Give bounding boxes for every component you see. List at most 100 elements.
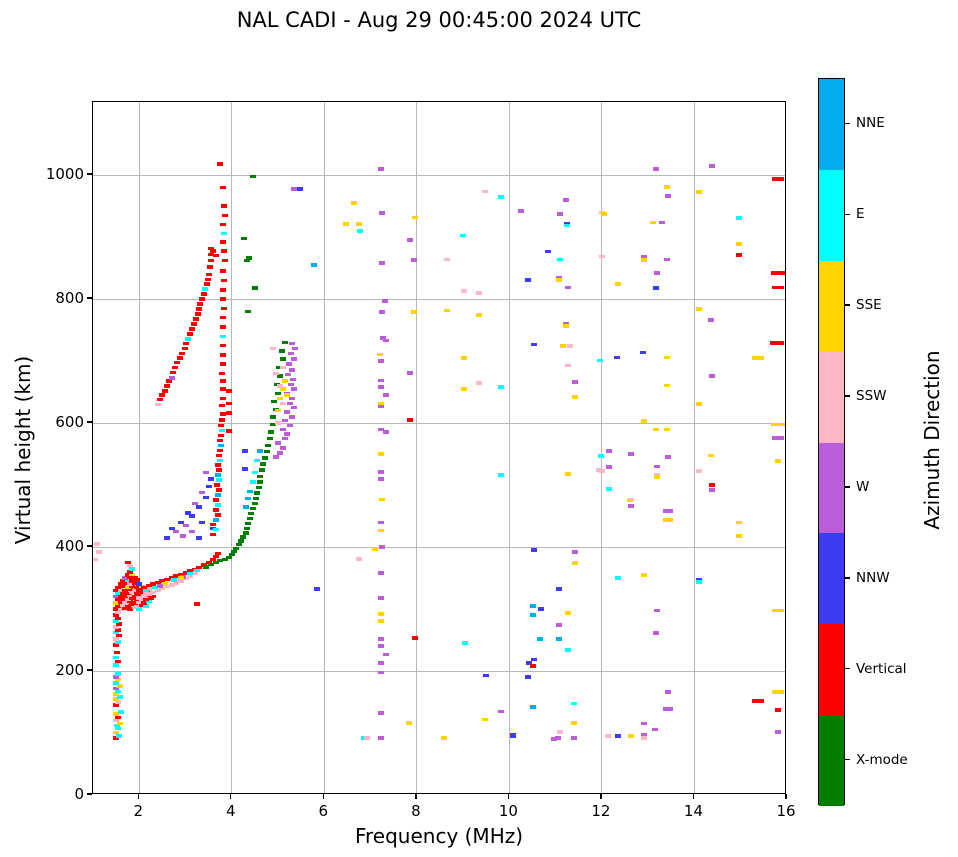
data-point [530,342,537,347]
data-point [226,401,233,405]
gridline-y [93,546,785,548]
colorbar-segment-nnw [819,533,844,625]
data-point [696,307,703,311]
data-point [113,607,120,611]
data-point [565,472,572,476]
data-point [113,625,120,629]
data-point [113,675,120,679]
data-point [663,257,670,262]
data-point [113,730,120,735]
data-point [378,427,385,432]
data-point [157,397,164,402]
data-point [214,551,221,555]
colorbar-tick [845,486,850,488]
data-point [652,727,659,732]
data-point [774,730,781,734]
data-point [640,258,647,262]
data-point [378,385,385,389]
data-point [122,576,129,580]
data-point [564,223,571,228]
data-point [653,464,660,469]
x-tick-label: 12 [591,802,611,820]
data-point [127,599,133,604]
data-point [379,261,386,265]
x-tick-label: 16 [776,802,796,820]
data-point [113,613,120,617]
data-point [197,302,204,306]
data-point [381,299,388,303]
data-point [663,383,670,388]
data-point [201,563,208,567]
data-point [220,222,227,227]
data-point [247,516,254,521]
data-point [113,630,120,635]
data-point [288,382,295,387]
data-point [215,453,222,458]
data-point [214,473,221,477]
colorbar-segment-nne [819,79,844,170]
data-point [131,588,138,593]
gridline-x [323,102,325,793]
data-point [136,607,143,611]
data-point [140,594,147,598]
data-point [184,511,191,515]
data-point [665,690,672,694]
data-point [243,258,250,263]
data-point [251,470,258,475]
data-point [166,379,173,383]
data-point [220,240,227,244]
data-point [378,736,385,740]
data-point [770,422,785,427]
data-point [219,412,226,416]
data-point [216,438,223,443]
data-point [736,520,743,524]
data-point [177,576,184,580]
data-point [277,451,284,455]
data-point [233,546,240,551]
data-point [117,588,124,592]
data-point [205,272,212,277]
data-point [286,401,293,405]
data-point [122,606,129,610]
data-point [191,571,198,576]
data-point [182,523,189,528]
data-point [274,382,281,387]
x-tick [137,794,139,799]
data-point [187,571,194,576]
data-point [665,455,672,459]
chart-title: NAL CADI - Aug 29 00:45:00 2024 UTC [236,8,642,32]
data-point [203,470,210,475]
data-point [379,497,386,502]
data-point [378,528,385,533]
data-point [263,449,270,454]
data-point [124,560,131,565]
plot-area [92,101,786,794]
data-point [143,604,150,608]
data-point [249,506,256,511]
data-point [212,253,219,258]
data-point [122,581,129,586]
data-point [256,480,263,484]
data-point [203,495,210,500]
data-point [275,441,282,445]
data-point [379,211,386,215]
data-point [221,249,228,253]
colorbar-segment-vertical [819,624,844,716]
data-point [562,198,569,202]
data-point [277,374,284,378]
data-point [251,286,258,290]
data-point [564,221,571,226]
y-tick-label: 400 [55,537,84,556]
data-point [129,579,136,583]
data-point [244,521,251,526]
y-tick [87,297,92,299]
data-point [214,463,221,467]
data-point [172,365,179,370]
data-point [665,194,672,198]
x-tick [322,794,325,799]
data-point [510,732,517,736]
data-point [406,371,413,375]
data-point [189,529,196,534]
data-point [378,520,385,524]
data-point [615,576,622,580]
